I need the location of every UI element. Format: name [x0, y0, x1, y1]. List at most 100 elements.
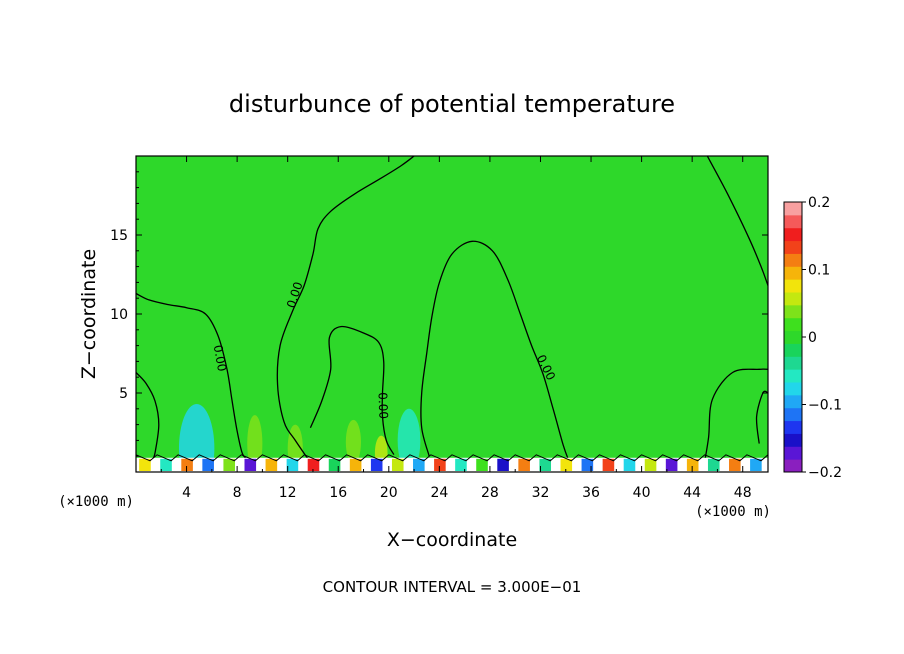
colorbar-swatch	[784, 202, 802, 216]
colorbar-swatches	[784, 202, 802, 473]
x-tick-label: 44	[683, 485, 701, 501]
surface-layer	[136, 454, 768, 472]
x-axis-ticks: 4 8 12 16 20 24 28 32 36 40 44 48	[160, 156, 752, 501]
colorbar-swatch	[784, 253, 802, 267]
surface-cell	[644, 458, 657, 471]
x-tick-label: 24	[430, 485, 448, 501]
y-tick-label: 15	[110, 228, 128, 244]
colorbar-swatch	[784, 382, 802, 396]
y-axis-unit: (×1000 m)	[58, 494, 134, 510]
colorbar-swatch	[784, 433, 802, 447]
surface-cell	[391, 458, 404, 471]
surface-cell	[686, 458, 699, 471]
surface-cell	[476, 458, 488, 471]
surface-cell	[623, 458, 636, 471]
y-tick-label: 5	[119, 386, 128, 402]
contour-label: 0.00	[211, 344, 229, 373]
x-tick-label: 4	[182, 485, 191, 501]
colorbar-swatch	[784, 227, 802, 242]
colorbar-swatch	[784, 266, 802, 280]
anomaly-patch	[178, 404, 215, 472]
contour-line	[755, 390, 768, 444]
colorbar-tick-label: −0.1	[808, 398, 842, 414]
colorbar-swatch	[784, 356, 802, 370]
surface-cell	[160, 458, 172, 471]
surface-cell	[581, 458, 594, 471]
colorbar-tick-label: −0.2	[808, 465, 842, 481]
surface-cell	[265, 458, 278, 471]
contour-line	[420, 240, 569, 460]
colorbar-swatch	[784, 343, 802, 357]
surface-cell	[413, 458, 425, 471]
x-tick-label: 20	[380, 485, 398, 501]
contour-line	[309, 325, 395, 455]
chart-title: disturbunce of potential temperature	[229, 90, 675, 118]
surface-cell	[729, 458, 741, 471]
colorbar-tick-label: 0	[808, 330, 817, 346]
colorbar-swatch	[784, 420, 802, 434]
x-axis-label: X−coordinate	[387, 529, 517, 551]
x-axis-unit: (×1000 m)	[695, 504, 771, 520]
surface-cell	[560, 458, 573, 471]
surface-cell	[244, 458, 257, 471]
colorbar-swatch	[784, 279, 802, 293]
contour-line	[706, 156, 768, 286]
colorbar-swatch	[784, 317, 802, 332]
x-tick-label: 48	[734, 485, 752, 501]
anomaly-patch	[397, 408, 421, 472]
surface-cell	[349, 458, 362, 471]
y-tick-label: 10	[110, 307, 128, 323]
contour-line	[704, 368, 768, 461]
colorbar-swatch	[784, 446, 802, 460]
contour-layer	[136, 156, 768, 463]
y-axis-ticks: 5 10 15	[110, 171, 768, 457]
x-tick-label: 12	[279, 485, 297, 501]
contour-line	[276, 156, 415, 463]
colorbar-swatch	[784, 407, 802, 422]
x-tick-label: 32	[532, 485, 550, 501]
colorbar-swatch	[784, 394, 802, 409]
colorbar: −0.2 −0.1 0 0.1 0.2	[783, 195, 842, 481]
surface-cell	[750, 458, 762, 471]
colorbar-swatch	[784, 292, 802, 306]
surface-cell	[307, 458, 320, 471]
colorbar-swatch	[784, 304, 802, 319]
surface-cell	[181, 458, 193, 471]
surface-cell	[223, 458, 236, 471]
x-tick-label: 28	[481, 485, 499, 501]
surface-cell	[665, 458, 678, 471]
colorbar-swatch	[784, 240, 802, 254]
x-tick-label: 16	[329, 485, 347, 501]
surface-cell	[518, 458, 530, 471]
colorbar-swatch	[784, 459, 802, 473]
colorbar-tick-label: 0.1	[808, 263, 830, 279]
surface-cell	[286, 458, 299, 471]
x-tick-label: 8	[233, 485, 242, 501]
anomaly-patch	[345, 419, 361, 465]
contour-label: 0.00	[376, 392, 391, 419]
colorbar-swatch	[784, 214, 802, 229]
contour-line	[136, 372, 160, 460]
plot-background	[136, 156, 768, 472]
colorbar-swatch	[784, 369, 802, 383]
surface-cell	[202, 458, 214, 471]
surface-cell	[602, 458, 615, 471]
colorbar-tick-label: 0.2	[808, 195, 830, 211]
colorbar-ticks: −0.2 −0.1 0 0.1 0.2	[802, 195, 842, 481]
surface-cell	[455, 458, 467, 471]
surface-cell	[707, 458, 720, 471]
contour-interval-note: CONTOUR INTERVAL = 3.000E−01	[323, 578, 582, 596]
surface-cell	[370, 458, 383, 471]
surface-cell	[434, 458, 446, 471]
surface-cell	[497, 458, 509, 471]
contour-line	[136, 292, 248, 460]
plot-area: 0.000.000.000.00 4 8 12 16 20 24 28 32 36 40 44 48 …	[110, 155, 769, 501]
y-axis-label: Z−coordinate	[78, 249, 100, 379]
surface-cell	[139, 458, 151, 471]
x-tick-label: 40	[633, 485, 651, 501]
surface-cell	[328, 458, 341, 471]
colorbar-swatch	[784, 330, 802, 344]
surface-cell	[539, 458, 552, 471]
x-tick-label: 36	[582, 485, 600, 501]
